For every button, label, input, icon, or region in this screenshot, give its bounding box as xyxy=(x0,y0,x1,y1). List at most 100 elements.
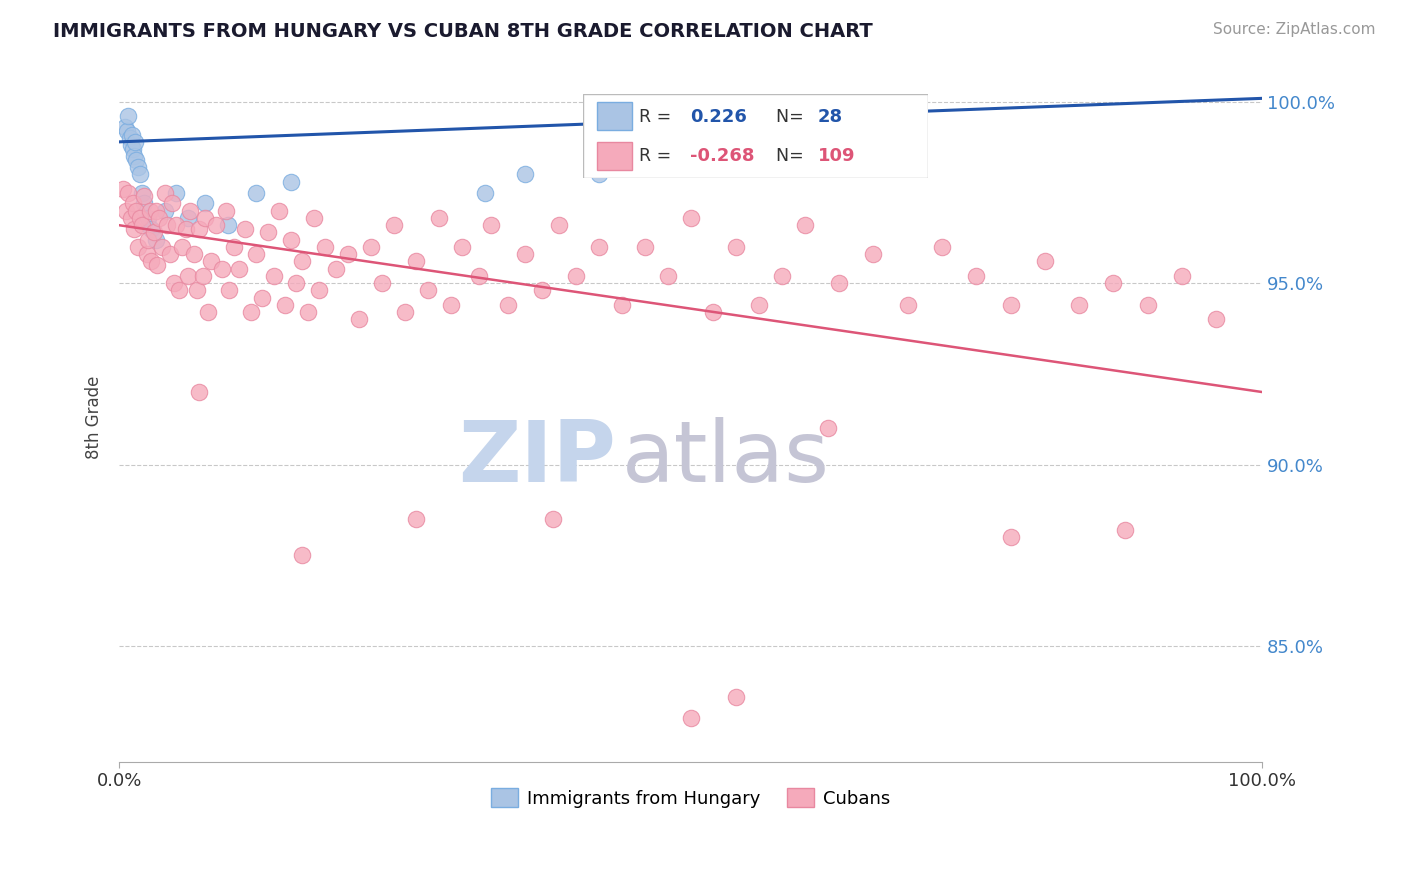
Point xyxy=(479,219,502,233)
Point xyxy=(679,211,702,225)
Point xyxy=(269,203,291,218)
Point xyxy=(118,131,141,145)
Point xyxy=(1171,268,1194,283)
Point xyxy=(128,168,150,182)
Point xyxy=(165,219,187,233)
Point xyxy=(127,240,149,254)
Text: N=: N= xyxy=(776,108,810,126)
Point xyxy=(194,211,217,225)
Point xyxy=(153,186,176,200)
Point xyxy=(114,120,136,135)
Point xyxy=(146,258,169,272)
Point xyxy=(513,247,536,261)
Text: N=: N= xyxy=(776,146,810,164)
Point xyxy=(250,291,273,305)
Point xyxy=(416,284,439,298)
Point xyxy=(360,240,382,254)
Point xyxy=(222,240,245,254)
Point xyxy=(214,203,236,218)
Point xyxy=(233,222,256,236)
Point xyxy=(285,277,308,291)
Point xyxy=(382,219,405,233)
Point xyxy=(191,268,214,283)
Point xyxy=(188,384,211,399)
Point xyxy=(280,233,302,247)
Point xyxy=(200,254,222,268)
Text: R =: R = xyxy=(638,108,676,126)
Point xyxy=(122,149,145,163)
Point xyxy=(440,298,463,312)
Point xyxy=(111,182,134,196)
Point xyxy=(125,203,148,218)
Point xyxy=(194,196,217,211)
Point xyxy=(770,268,793,283)
Point xyxy=(1033,254,1056,268)
Point xyxy=(302,211,325,225)
Point xyxy=(172,240,194,254)
Point xyxy=(211,261,233,276)
Point xyxy=(228,261,250,276)
Y-axis label: 8th Grade: 8th Grade xyxy=(86,376,103,459)
Point xyxy=(513,168,536,182)
Point xyxy=(543,512,565,526)
Point xyxy=(274,298,297,312)
Point xyxy=(205,219,228,233)
Point xyxy=(405,254,427,268)
Point xyxy=(141,254,163,268)
Point xyxy=(217,219,239,233)
Point xyxy=(427,211,450,225)
Point xyxy=(120,211,142,225)
Point xyxy=(371,277,394,291)
Point xyxy=(588,168,610,182)
Point xyxy=(141,222,163,236)
Text: -0.268: -0.268 xyxy=(690,146,755,164)
Point xyxy=(122,222,145,236)
Point xyxy=(325,261,347,276)
Legend: Immigrants from Hungary, Cubans: Immigrants from Hungary, Cubans xyxy=(484,780,898,814)
Text: 0.226: 0.226 xyxy=(690,108,747,126)
Point xyxy=(610,298,633,312)
Point xyxy=(897,298,920,312)
Text: R =: R = xyxy=(638,146,676,164)
Point xyxy=(159,247,181,261)
Point xyxy=(308,284,330,298)
Point xyxy=(336,247,359,261)
Point xyxy=(115,203,138,218)
Text: ZIP: ZIP xyxy=(458,417,616,500)
Point xyxy=(347,312,370,326)
Text: Source: ZipAtlas.com: Source: ZipAtlas.com xyxy=(1212,22,1375,37)
Point xyxy=(134,196,156,211)
Point xyxy=(862,247,884,261)
Point xyxy=(128,211,150,225)
Point xyxy=(451,240,474,254)
Point xyxy=(548,219,571,233)
Point xyxy=(314,240,336,254)
Point xyxy=(965,268,987,283)
Point xyxy=(167,284,190,298)
Point xyxy=(297,305,319,319)
Point xyxy=(531,284,554,298)
Point xyxy=(121,128,143,142)
Bar xyxy=(598,103,631,130)
Point xyxy=(124,135,146,149)
Point xyxy=(177,268,200,283)
Point xyxy=(177,211,200,225)
Point xyxy=(117,186,139,200)
Point xyxy=(197,305,219,319)
Point xyxy=(156,219,179,233)
Point xyxy=(634,240,657,254)
Point xyxy=(122,142,145,156)
Point xyxy=(828,277,851,291)
Point xyxy=(239,305,262,319)
Point xyxy=(134,189,156,203)
Point xyxy=(748,160,770,174)
Point xyxy=(186,284,208,298)
Point xyxy=(280,175,302,189)
Point xyxy=(725,240,748,254)
Point xyxy=(245,247,267,261)
Point xyxy=(131,219,153,233)
Text: atlas: atlas xyxy=(621,417,830,500)
Point xyxy=(218,284,240,298)
Point xyxy=(125,153,148,167)
Point xyxy=(142,226,165,240)
